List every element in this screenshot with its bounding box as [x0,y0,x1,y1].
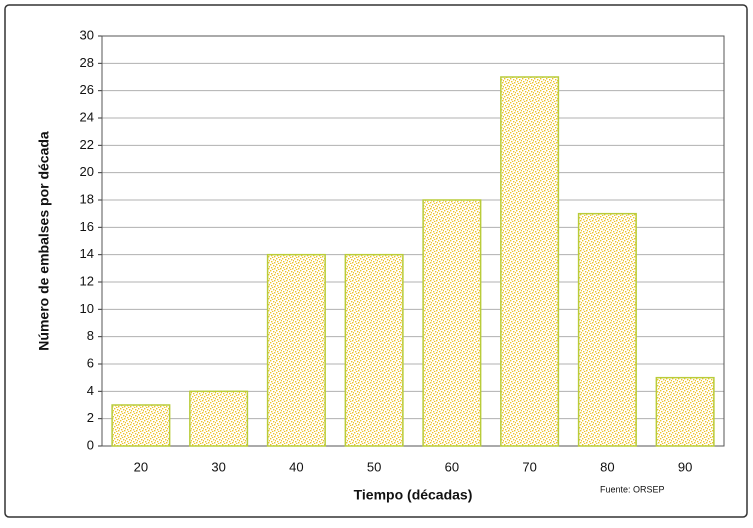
bar [344,253,404,447]
x-tick-label: 20 [134,459,148,474]
bar [577,212,637,447]
y-tick-label: 20 [80,164,94,179]
y-tick-label: 4 [87,383,94,398]
y-tick-label: 12 [80,273,94,288]
y-tick-label: 24 [80,109,94,124]
bar [189,390,249,447]
y-tick-label: 6 [87,355,94,370]
plot-border [101,35,725,447]
y-tick-label: 2 [87,410,94,425]
x-tick-label: 90 [678,459,692,474]
y-tick-label: 30 [80,27,94,42]
x-tick-label: 70 [522,459,536,474]
y-tick-label: 18 [80,191,94,206]
y-tick-label: 22 [80,137,94,152]
bar [422,199,482,447]
y-axis-title: Número de embalses por década [36,131,52,351]
y-tick-label: 14 [80,246,94,261]
x-tick-label: 80 [600,459,614,474]
y-tick-label: 8 [87,328,94,343]
y-tick-label: 10 [80,301,94,316]
bar [266,253,326,447]
source-note: Fuente: ORSEP [600,484,665,494]
bar [111,404,171,447]
y-tick-label: 28 [80,55,94,70]
y-tick-label: 0 [87,437,94,452]
bar [655,376,715,447]
x-axis-title: Tiempo (décadas) [354,487,473,503]
bar [500,76,560,447]
y-tick-label: 16 [80,219,94,234]
x-tick-label: 30 [211,459,225,474]
y-tick-label: 26 [80,82,94,97]
x-tick-label: 60 [445,459,459,474]
x-tick-label: 40 [289,459,303,474]
x-tick-label: 50 [367,459,381,474]
